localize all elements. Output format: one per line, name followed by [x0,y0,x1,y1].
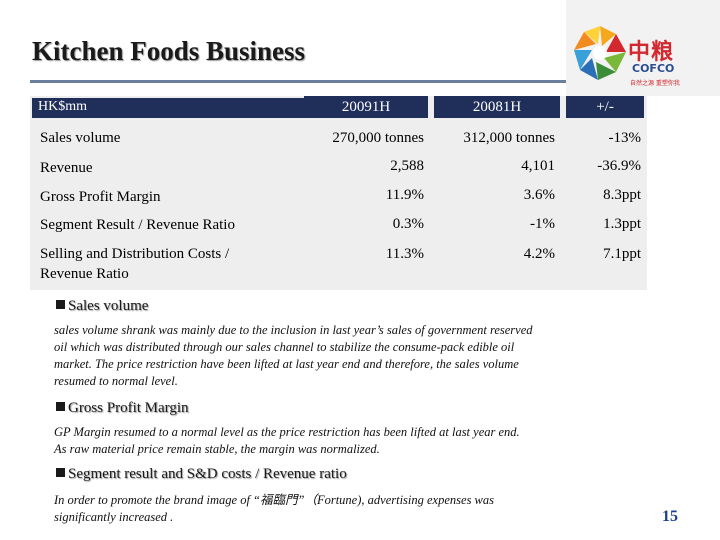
bullet-square-icon [56,402,65,411]
note-line: GP Margin resumed to a normal level as t… [54,425,520,439]
cell-change: -13% [608,130,642,146]
header-2009: 20091H [304,96,428,118]
cell-2009: 270,000 tonnes [332,130,424,146]
unit-header-cell [32,98,304,118]
note-heading-text: Sales volume [68,298,149,314]
note-body-gross-profit-margin: GP Margin resumed to a normal level as t… [54,424,520,458]
slide-title: Kitchen Foods Business [32,36,306,66]
bullet-square-icon [56,300,65,309]
note-line: In order to promote the brand image of “… [54,493,495,507]
row-label-revenue: Revenue [40,160,93,176]
unit-label: HK$mm [38,99,87,114]
note-heading-gross-profit-margin: Gross Profit Margin [56,400,189,417]
cell-2008: 4,101 [521,158,555,174]
cell-2009: 11.3% [385,246,424,262]
bullet-square-icon [56,468,65,477]
cell-change: 8.3ppt [603,187,641,203]
row-label-sd-costs-line2: Revenue Ratio [40,266,129,282]
note-heading-segment-result: Segment result and S&D costs / Revenue r… [56,466,347,483]
note-body-sales-volume: sales volume shrank was mainly due to th… [54,322,533,390]
note-line: As raw material price remain stable, the… [54,442,380,456]
page-number: 15 [662,508,678,525]
row-label-sd-costs-line1: Selling and Distribution Costs / [40,246,230,262]
header-2008: 20081H [434,96,560,118]
note-heading-text: Segment result and S&D costs / Revenue r… [68,466,347,482]
row-label-sales-volume: Sales volume [40,130,121,146]
data-table [30,96,647,290]
cell-2008: 3.6% [523,187,555,203]
cell-2008: 4.2% [523,246,555,262]
row-label-segment-result: Segment Result / Revenue Ratio [40,217,235,233]
cell-2009: 11.9% [385,187,424,203]
cell-2008: -1% [530,216,555,232]
cell-2009: 0.3% [392,216,424,232]
note-line: sales volume shrank was mainly due to th… [54,323,533,337]
note-body-segment-result: In order to promote the brand image of “… [54,492,494,526]
cell-2009: 2,588 [390,158,424,174]
note-heading-sales-volume: Sales volume [56,298,148,315]
note-line: oil which was distributed through our sa… [54,340,515,354]
cell-change: 1.3ppt [603,216,641,232]
cofco-logo-icon [574,26,626,80]
logo-panel [566,0,720,96]
note-line: significantly increased . [54,510,174,524]
cell-change: -36.9% [597,158,641,174]
logo-english-name: COFCO [632,62,675,75]
logo-chinese-name: 中粮 [628,40,675,65]
row-label-gross-profit-margin: Gross Profit Margin [40,189,161,205]
note-heading-text: Gross Profit Margin [68,400,189,416]
title-underline [30,80,570,83]
note-line: resumed to normal level. [54,374,178,388]
note-line: market. The price restriction have been … [54,357,519,371]
cell-2008: 312,000 tonnes [463,130,555,146]
logo-tagline: 自然之源 重塑你我 [630,80,680,87]
cell-change: 7.1ppt [603,246,641,262]
header-change: +/- [566,96,644,118]
